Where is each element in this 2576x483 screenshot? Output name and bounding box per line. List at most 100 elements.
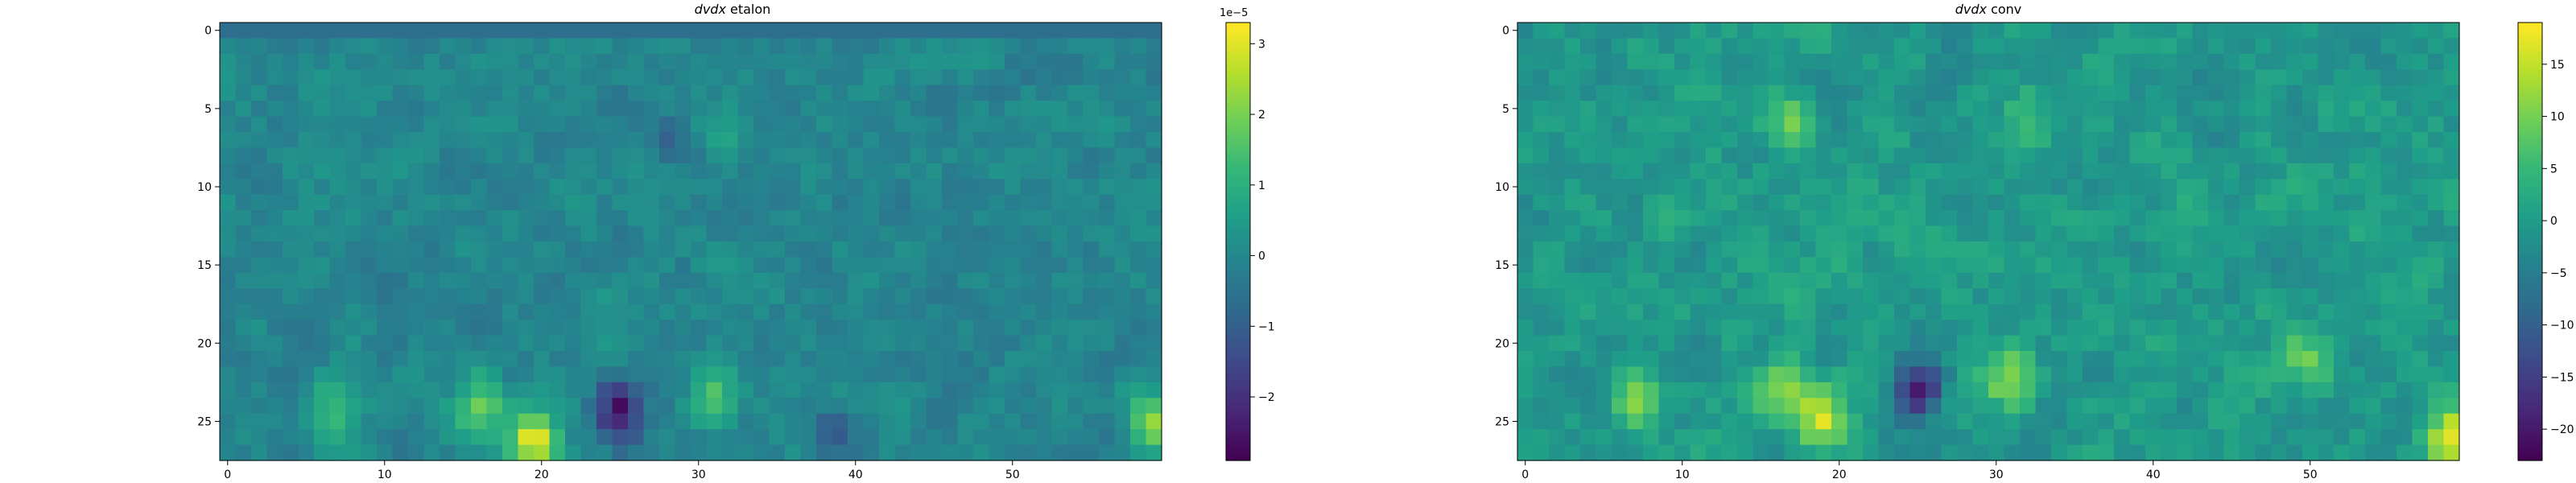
heatmap-cell: [1721, 272, 1738, 289]
heatmap-cell: [2145, 351, 2162, 368]
heatmap-cell: [910, 335, 927, 352]
heatmap-cell: [518, 272, 535, 289]
colorbar-band: [2518, 183, 2542, 188]
heatmap-cell: [643, 303, 660, 320]
heatmap-cell: [1815, 242, 1832, 258]
heatmap-cell: [1596, 116, 1612, 133]
heatmap-cell: [1941, 85, 1958, 101]
heatmap-cell: [1549, 444, 1566, 461]
heatmap-cell: [314, 351, 331, 368]
heatmap-cell: [1721, 53, 1738, 70]
heatmap-cell: [2066, 179, 2083, 196]
heatmap-cell: [251, 38, 268, 55]
colorbar-band: [1226, 30, 1250, 35]
heatmap-cell: [1067, 101, 1084, 118]
heatmap-cell: [1957, 335, 1974, 352]
heatmap-cell: [643, 242, 660, 258]
heatmap-cell: [2192, 303, 2209, 320]
heatmap-cell: [486, 38, 503, 55]
heatmap-cell: [643, 398, 660, 415]
heatmap-cell: [1517, 398, 1534, 415]
heatmap-cell: [1721, 366, 1738, 383]
heatmap-cell: [2223, 242, 2240, 258]
heatmap-cell: [2334, 303, 2351, 320]
heatmap-cell: [1146, 116, 1162, 133]
heatmap-cell: [1517, 147, 1534, 164]
heatmap-cell: [1130, 69, 1147, 86]
heatmap-cell: [1005, 53, 1022, 70]
heatmap-cell: [816, 163, 833, 180]
heatmap-cell: [1737, 429, 1754, 446]
heatmap-cell: [2365, 147, 2382, 164]
heatmap-cell: [1706, 413, 1723, 430]
heatmap-cell: [769, 163, 786, 180]
heatmap-cell: [2365, 444, 2382, 461]
colorbar-tick-label: 0: [1258, 250, 1265, 263]
colorbar-band: [2518, 168, 2542, 173]
heatmap-cell: [455, 225, 472, 242]
heatmap-cell: [2428, 429, 2445, 446]
heatmap-cell: [1972, 132, 1989, 149]
heatmap-cell: [2240, 257, 2256, 274]
heatmap-cell: [800, 320, 817, 336]
heatmap-cell: [2396, 444, 2413, 461]
colorbar-band: [2518, 194, 2542, 199]
heatmap-cell: [2192, 132, 2209, 149]
heatmap-cell: [910, 210, 927, 227]
colorbar-band: [2518, 114, 2542, 118]
heatmap-cell: [1909, 413, 1926, 430]
heatmap-cell: [1894, 69, 1911, 86]
heatmap-cell: [2208, 147, 2225, 164]
heatmap-cell: [502, 85, 519, 101]
heatmap-cell: [597, 335, 613, 352]
heatmap-cell: [1926, 288, 1942, 305]
heatmap-cell: [737, 444, 754, 461]
heatmap-cell: [580, 179, 597, 196]
heatmap-cell: [2145, 444, 2162, 461]
heatmap-cell: [2083, 257, 2099, 274]
heatmap-cell: [518, 351, 535, 368]
heatmap-cell: [2066, 210, 2083, 227]
heatmap-cell: [2443, 413, 2460, 430]
heatmap-cell: [283, 382, 299, 398]
heatmap-cell: [2334, 242, 2351, 258]
heatmap-cell: [2255, 210, 2272, 227]
heatmap-cell: [1706, 132, 1723, 149]
heatmap-cell: [1146, 85, 1162, 101]
heatmap-cell: [832, 351, 848, 368]
heatmap-cell: [345, 23, 362, 39]
heatmap-cell: [628, 272, 645, 289]
heatmap-cell: [1658, 101, 1675, 118]
colorbar-band: [1226, 406, 1250, 411]
heatmap-cell: [863, 444, 880, 461]
colorbar-band: [1226, 431, 1250, 436]
heatmap-cell: [1564, 147, 1581, 164]
heatmap-cell: [722, 335, 739, 352]
heatmap-cell: [220, 53, 237, 70]
heatmap-cell: [549, 413, 566, 430]
heatmap-cell: [2192, 53, 2209, 70]
heatmap-cell: [612, 382, 629, 398]
heatmap-cell: [455, 53, 472, 70]
colorbar-band: [1226, 88, 1250, 93]
heatmap-cell: [1721, 303, 1738, 320]
heatmap-cell: [329, 194, 346, 211]
heatmap-cell: [1706, 351, 1723, 368]
heatmap-cell: [769, 38, 786, 55]
heatmap-cell: [1564, 257, 1581, 274]
heatmap-cell: [816, 242, 833, 258]
colorbar-band: [2518, 413, 2542, 418]
heatmap-cell: [1533, 179, 1550, 196]
heatmap-cell: [1643, 382, 1660, 398]
heatmap-cell: [1036, 38, 1053, 55]
heatmap-cell: [2428, 225, 2445, 242]
heatmap-cell: [1926, 272, 1942, 289]
heatmap-cell: [894, 288, 911, 305]
heatmap-cell: [1549, 398, 1566, 415]
heatmap-cell: [769, 210, 786, 227]
heatmap-cell: [1988, 225, 2005, 242]
heatmap-cell: [345, 320, 362, 336]
heatmap-cell: [2380, 366, 2397, 383]
heatmap-cell: [423, 85, 440, 101]
heatmap-cell: [1878, 116, 1895, 133]
